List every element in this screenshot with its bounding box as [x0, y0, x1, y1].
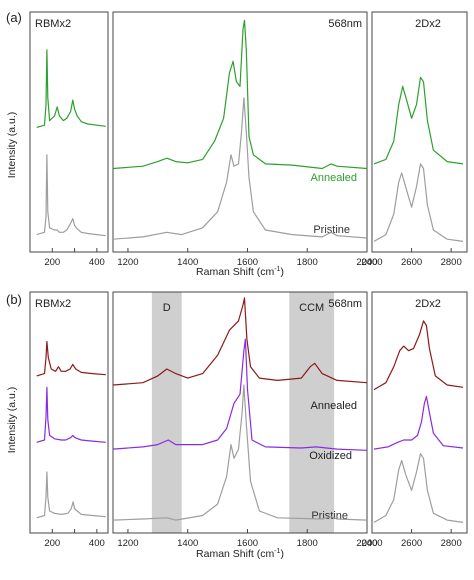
panel-b-2d-label: 2Dx2: [415, 298, 441, 310]
series-line-g-annealed: [112, 19, 368, 170]
panel-b-rbm-label: RBMx2: [35, 298, 71, 310]
panel-b-ylabel: Intensity (a.u.): [6, 387, 18, 454]
panel-b-annealed-label: Annealed: [311, 400, 358, 412]
panel-b-laser-label: 568nm: [328, 298, 362, 310]
shaded-band-d: [151, 292, 182, 533]
shaded-band-ccm: [289, 292, 335, 533]
series-line-g-annealed: [112, 297, 368, 386]
panel-a-frame-rbm: [29, 11, 109, 253]
series-line-2d-pristine: [373, 163, 464, 242]
panel-b-label: (b): [6, 292, 22, 307]
panel-b-frame-rbm: [29, 291, 109, 534]
x-tick-label-g-1400: 1400: [177, 257, 198, 268]
x-tick-label-g-1600: 1600: [237, 257, 258, 268]
x-tick-label-2d-2800: 2800: [441, 257, 462, 268]
x-tick-label-rbm-400: 400: [89, 257, 105, 268]
x-tick-label-g-1800: 1800: [297, 257, 318, 268]
series-line-rbm-pristine: [36, 471, 106, 519]
series-line-g-pristine: [112, 384, 368, 521]
series-line-g-oxidized: [112, 338, 368, 451]
panel-a: (a) Intensity (a.u.) RBMx2 568nm 2Dx2 An…: [6, 10, 468, 278]
panel-a-label: (a): [6, 10, 22, 25]
x-tick-label-rbm-200: 200: [44, 538, 60, 549]
panel-a-pristine-label: Pristine: [313, 224, 350, 236]
panel-b-frame-2d: [371, 291, 468, 534]
panel-b-oxidized-label: Oxidized: [309, 450, 352, 462]
x-tick-label-rbm-200: 200: [44, 257, 60, 268]
panel-a-frame-g: [112, 11, 368, 253]
panel-a-2d-label: 2Dx2: [415, 18, 441, 30]
panel-b-frame-g: [112, 291, 368, 534]
series-line-2d-pristine: [373, 453, 464, 523]
panel-b-pristine-label: Pristine: [311, 510, 348, 522]
x-tick-label-2d-2400: 2400: [361, 538, 382, 549]
x-tick-label-g-1600: 1600: [237, 538, 258, 549]
series-line-g-pristine: [112, 97, 368, 240]
panel-b: (b) Intensity (a.u.) D CCM RBMx2 568nm 2D…: [6, 291, 468, 560]
band-label-d: D: [163, 302, 171, 314]
panel-a-frame-2d: [371, 11, 468, 253]
x-tick-label-g-1400: 1400: [177, 538, 198, 549]
x-tick-label-2d-2600: 2600: [401, 538, 422, 549]
x-tick-label-2d-2600: 2600: [401, 257, 422, 268]
x-tick-label-2d-2800: 2800: [441, 538, 462, 549]
series-line-rbm-oxidized: [36, 386, 106, 443]
x-tick-label-g-2000: 2000: [356, 538, 377, 549]
series-line-2d-annealed: [373, 320, 464, 391]
panel-a-xlabel: Raman Shift (cm-1): [196, 266, 284, 278]
x-tick-label-g-1200: 1200: [117, 257, 138, 268]
series-line-rbm-annealed: [36, 49, 106, 128]
panel-b-xlabel: Raman Shift (cm-1): [196, 548, 284, 560]
x-tick-label-g-1800: 1800: [297, 538, 318, 549]
x-tick-label-2d-2400: 2400: [361, 257, 382, 268]
panel-b-shaded-bands: D CCM: [151, 292, 335, 533]
series-line-2d-oxidized: [373, 395, 464, 450]
series-line-rbm-pristine: [36, 154, 106, 237]
x-tick-label-g-2000: 2000: [356, 257, 377, 268]
band-label-ccm: CCM: [299, 302, 324, 314]
x-tick-label-g-1200: 1200: [117, 538, 138, 549]
panel-a-rbm-label: RBMx2: [35, 18, 71, 30]
x-tick-label-rbm-400: 400: [89, 538, 105, 549]
series-line-rbm-annealed: [36, 340, 106, 377]
panel-a-annealed-label: Annealed: [311, 172, 358, 184]
series-line-2d-annealed: [373, 76, 464, 165]
panel-a-ylabel: Intensity (a.u.): [6, 112, 18, 179]
panel-a-laser-label: 568nm: [328, 18, 362, 30]
